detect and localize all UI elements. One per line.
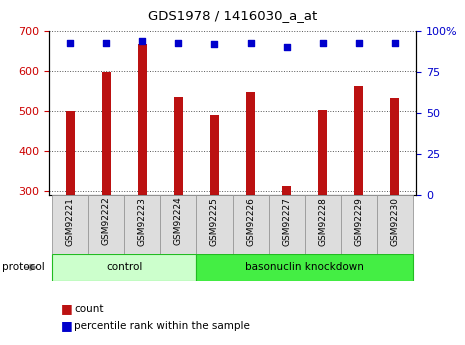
- Bar: [377, 195, 412, 254]
- Point: [175, 40, 182, 45]
- Text: GSM92224: GSM92224: [174, 197, 183, 245]
- Bar: [102, 72, 111, 195]
- Point: [391, 40, 399, 45]
- Text: basonuclin knockdown: basonuclin knockdown: [245, 263, 364, 272]
- Point: [211, 41, 218, 47]
- Bar: [390, 98, 399, 195]
- Bar: [340, 195, 377, 254]
- Bar: [53, 254, 197, 280]
- Point: [319, 40, 326, 45]
- Bar: [305, 195, 340, 254]
- Bar: [197, 254, 412, 280]
- Bar: [174, 97, 183, 195]
- Text: GSM92226: GSM92226: [246, 197, 255, 246]
- Text: GSM92221: GSM92221: [66, 197, 75, 246]
- Bar: [210, 115, 219, 195]
- Text: GSM92230: GSM92230: [390, 197, 399, 246]
- Bar: [268, 195, 305, 254]
- Point: [247, 40, 254, 45]
- Point: [66, 40, 74, 45]
- Text: protocol: protocol: [2, 263, 45, 272]
- Point: [139, 38, 146, 44]
- Bar: [66, 111, 75, 195]
- Text: GSM92229: GSM92229: [354, 197, 363, 246]
- Bar: [354, 86, 363, 195]
- Bar: [88, 195, 125, 254]
- Bar: [53, 195, 88, 254]
- Text: control: control: [106, 263, 143, 272]
- Bar: [318, 110, 327, 195]
- Text: GSM92223: GSM92223: [138, 197, 147, 246]
- Text: count: count: [74, 304, 104, 314]
- Text: ■: ■: [60, 319, 72, 333]
- Point: [283, 45, 290, 50]
- Point: [103, 40, 110, 45]
- Text: ■: ■: [60, 302, 72, 315]
- Bar: [246, 92, 255, 195]
- Bar: [232, 195, 268, 254]
- Text: GSM92225: GSM92225: [210, 197, 219, 246]
- Text: GSM92222: GSM92222: [102, 197, 111, 245]
- Bar: [138, 44, 147, 195]
- Point: [355, 40, 362, 45]
- Text: GDS1978 / 1416030_a_at: GDS1978 / 1416030_a_at: [148, 9, 317, 22]
- Bar: [160, 195, 197, 254]
- Text: GSM92228: GSM92228: [318, 197, 327, 246]
- Text: percentile rank within the sample: percentile rank within the sample: [74, 321, 250, 331]
- Bar: [125, 195, 160, 254]
- Bar: [197, 195, 232, 254]
- Text: GSM92227: GSM92227: [282, 197, 291, 246]
- Bar: [282, 186, 291, 195]
